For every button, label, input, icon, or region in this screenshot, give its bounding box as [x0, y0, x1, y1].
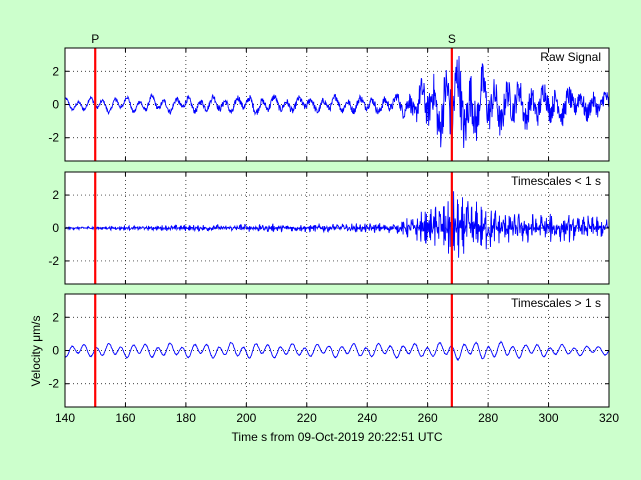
x-tick-label: 260: [418, 411, 438, 425]
y-tick-label: 0: [52, 221, 59, 235]
panel-raw-signal: P S -2 0 2 Raw Signal: [48, 32, 610, 162]
x-tick-label: 140: [55, 411, 75, 425]
s-phase-label: S: [448, 32, 456, 46]
panel-title: Timescales > 1 s: [511, 296, 601, 310]
y-tick-label: 2: [52, 310, 59, 324]
x-tick-label: 220: [297, 411, 317, 425]
x-tick-label: 280: [478, 411, 498, 425]
seismic-trace: [64, 340, 610, 362]
panel-title: Raw Signal: [540, 50, 601, 64]
x-tick-label: 200: [236, 411, 256, 425]
panel-long-timescales: -2 0 2 140 160 180 200 220 240 260 280 300 320 Timesc…: [48, 293, 619, 425]
x-tick-label: 160: [115, 411, 135, 425]
y-tick-label: -2: [48, 131, 59, 145]
seismic-trace: [64, 191, 610, 258]
panel-short-timescales: -2 0 2 Timescales < 1 s: [48, 171, 610, 285]
y-tick-label: -2: [48, 254, 59, 268]
panel-title: Timescales < 1 s: [511, 174, 601, 188]
p-phase-label: P: [91, 32, 99, 46]
y-axis-label: Velocity μm/s: [29, 316, 43, 387]
x-tick-label: 240: [357, 411, 377, 425]
seismic-trace: [64, 55, 610, 149]
y-tick-label: 0: [52, 98, 59, 112]
y-tick-label: 2: [52, 64, 59, 78]
x-tick-label: 180: [176, 411, 196, 425]
x-axis-label: Time s from 09-Oct-2019 20:22:51 UTC: [232, 430, 443, 444]
y-tick-label: -2: [48, 377, 59, 391]
y-tick-label: 0: [52, 344, 59, 358]
x-tick-label: 320: [599, 411, 619, 425]
y-tick-label: 2: [52, 188, 59, 202]
x-tick-label: 300: [539, 411, 559, 425]
